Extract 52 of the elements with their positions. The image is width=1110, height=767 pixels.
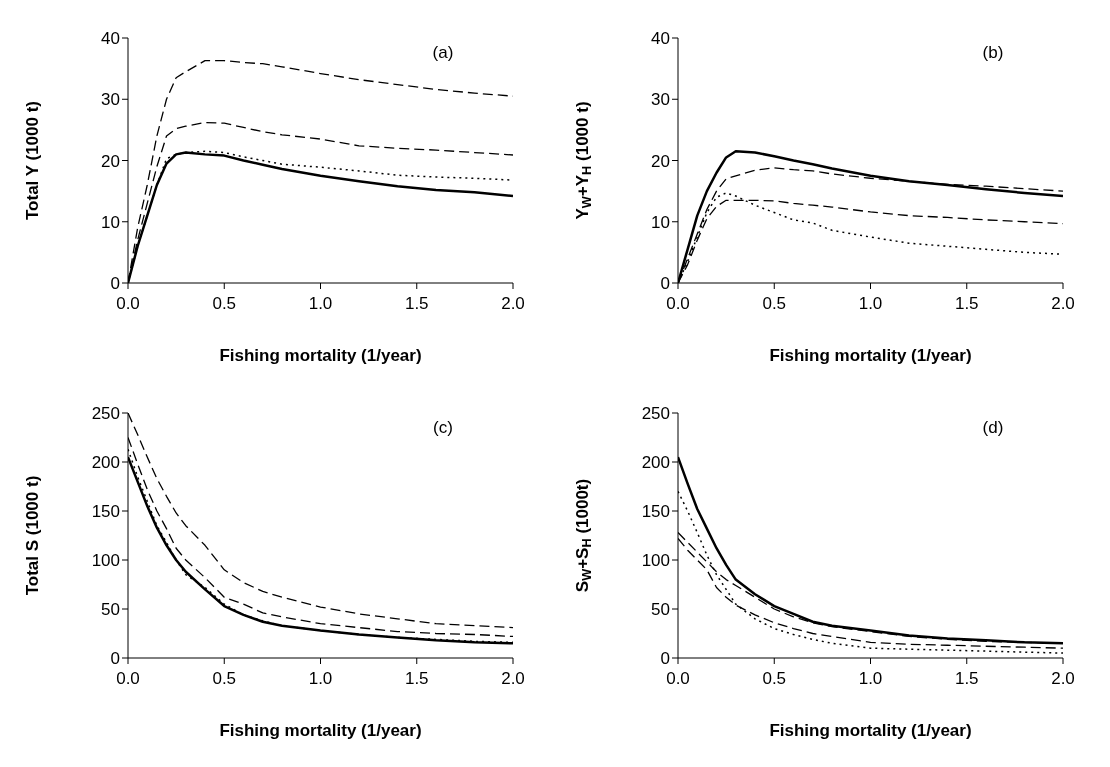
annotation: (c) (433, 418, 453, 437)
y-tick-label: 10 (651, 212, 670, 232)
y-tick-label: 10 (101, 212, 120, 232)
y-tick-label: 200 (641, 453, 670, 473)
y-tick-label: 30 (101, 90, 120, 110)
x-axis-title: Fishing mortality (1/year) (769, 346, 972, 365)
x-tick-label: 1.0 (858, 294, 883, 314)
x-tick-label: 1.5 (954, 294, 979, 314)
x-tick-label: 2.0 (501, 294, 525, 314)
y-tick-label: 50 (651, 600, 670, 620)
x-tick-label: 1.0 (858, 669, 883, 689)
x-tick-label: 2.0 (501, 669, 525, 689)
y-tick-label: 100 (91, 551, 120, 571)
y-tick-label: 250 (641, 404, 670, 424)
x-tick-label: 0.0 (666, 294, 690, 314)
x-axis-title: Fishing mortality (1/year) (219, 721, 422, 740)
annotation: (b) (982, 43, 1004, 62)
y-tick-label: 30 (651, 90, 670, 110)
y-axis-title: Total S (1000 t) (23, 475, 42, 596)
y-tick-label: 250 (91, 404, 120, 424)
x-tick-label: 1.0 (308, 294, 333, 314)
y-tick-label: 0 (110, 274, 120, 294)
x-tick-label: 1.5 (954, 669, 979, 689)
x-tick-label: 2.0 (1051, 294, 1075, 314)
y-tick-label: 200 (91, 453, 120, 473)
x-tick-label: 1.5 (404, 669, 429, 689)
y-tick-label: 20 (651, 151, 670, 171)
y-tick-label: 20 (101, 151, 120, 171)
y-tick-label: 150 (641, 502, 670, 522)
y-tick-label: 150 (91, 502, 120, 522)
x-tick-label: 2.0 (1051, 669, 1075, 689)
annotation: (d) (982, 418, 1004, 437)
x-tick-label: 0.0 (116, 669, 140, 689)
y-tick-label: 50 (101, 600, 120, 620)
x-tick-label: 1.0 (308, 669, 333, 689)
y-tick-label: 0 (660, 274, 670, 294)
x-tick-label: 0.0 (116, 294, 140, 314)
x-axis-title: Fishing mortality (1/year) (769, 721, 972, 740)
y-tick-label: 0 (110, 649, 120, 669)
x-tick-label: 0.5 (762, 669, 787, 689)
x-tick-label: 0.5 (212, 294, 237, 314)
y-tick-label: 40 (651, 29, 670, 49)
x-tick-label: 0.0 (666, 669, 690, 689)
annotation: (a) (432, 43, 454, 62)
x-tick-label: 0.5 (762, 294, 787, 314)
y-tick-label: 40 (101, 29, 120, 49)
x-axis-title: Fishing mortality (1/year) (219, 346, 422, 365)
y-tick-label: 0 (660, 649, 670, 669)
x-tick-label: 1.5 (404, 294, 429, 314)
y-tick-label: 100 (641, 551, 670, 571)
y-axis-title: Total Y (1000 t) (23, 100, 42, 221)
x-tick-label: 0.5 (212, 669, 237, 689)
